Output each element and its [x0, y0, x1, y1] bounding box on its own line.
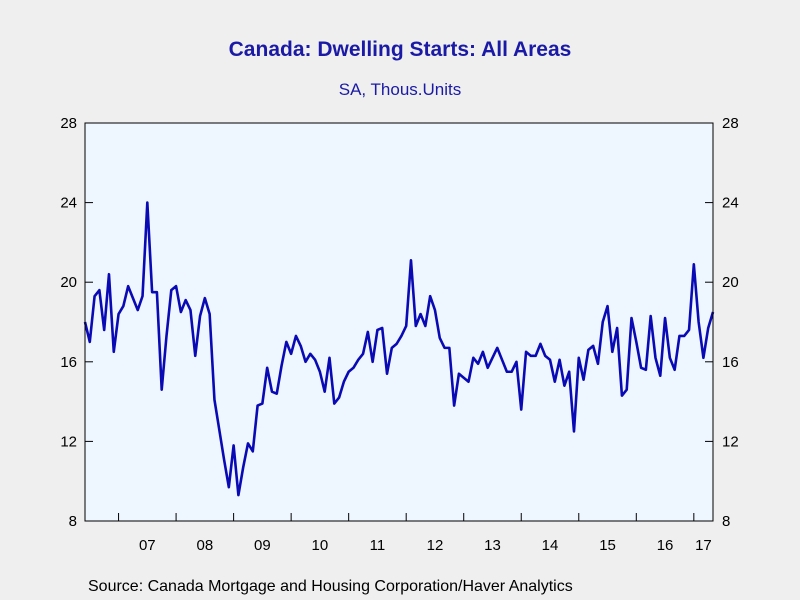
x-tick-label: 15 [599, 537, 616, 554]
x-tick-label: 17 [695, 537, 712, 554]
chart-subtitle: SA, Thous.Units [338, 80, 462, 99]
y-tick-label: 8 [722, 513, 730, 530]
x-tick-label: 14 [542, 537, 559, 554]
source-note: Source: Canada Mortgage and Housing Corp… [88, 578, 573, 595]
x-tick-label: 12 [427, 537, 444, 554]
y-axis-right: 8 12 16 20 24 28 [705, 115, 739, 530]
plot-frame [84, 122, 714, 522]
y-tick-label: 12 [722, 433, 739, 450]
x-tick-label: 13 [484, 537, 501, 554]
x-tick-label: 08 [197, 537, 214, 554]
y-tick-label: 16 [722, 354, 739, 371]
y-tick-label: 20 [60, 274, 77, 291]
series-line [83, 201, 715, 497]
y-tick-label: 24 [722, 195, 739, 212]
plot-area [85, 123, 713, 521]
y-tick-label: 8 [69, 513, 77, 530]
x-tick-label: 11 [370, 537, 386, 554]
y-tick-label: 12 [60, 433, 77, 450]
chart-title: Canada: Dwelling Starts: All Areas [228, 38, 572, 61]
y-tick-label: 28 [60, 115, 77, 132]
y-tick-label: 16 [60, 354, 77, 371]
x-tick-label: 07 [139, 537, 156, 554]
y-tick-label: 20 [722, 274, 739, 291]
x-axis: 07 08 09 10 11 12 13 14 15 16 17 [118, 513, 712, 554]
y-tick-label: 28 [722, 115, 739, 132]
x-tick-label: 09 [254, 537, 271, 554]
y-axis-left: 8 12 16 20 24 28 [60, 115, 93, 530]
x-tick-label: 10 [312, 537, 329, 554]
y-tick-label: 24 [60, 195, 77, 212]
x-tick-label: 16 [657, 537, 674, 554]
